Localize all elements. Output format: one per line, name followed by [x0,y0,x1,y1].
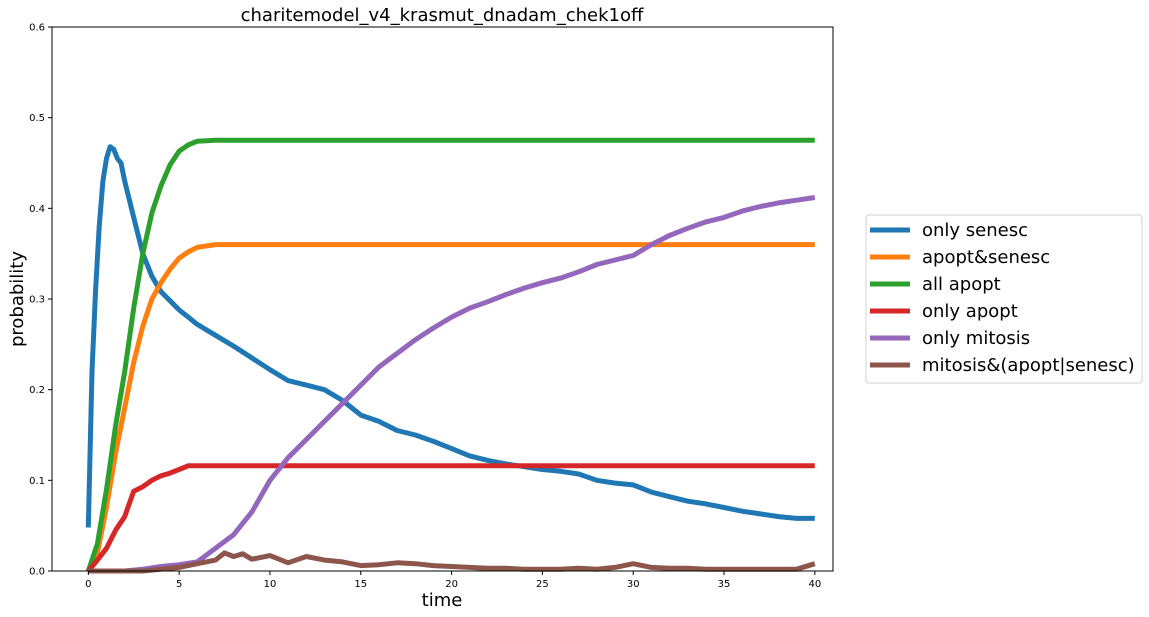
y-tick-label: 0.2 [29,385,45,396]
legend-label: only apopt [922,301,1018,322]
x-tick-label: 20 [445,579,458,590]
x-tick-label: 0 [85,579,91,590]
x-tick-label: 25 [536,579,549,590]
legend-items: only senesc apopt&senesc all apopt only apo… [870,220,1135,376]
x-tick-label: 15 [354,579,367,590]
legend-label: only mitosis [922,328,1030,349]
x-tick-label: 35 [718,579,731,590]
y-axis-ticks: 0.0 0.1 0.2 0.3 0.4 0.5 0.6 [29,23,52,578]
x-tick-label: 30 [627,579,640,590]
y-tick-label: 0.5 [29,113,45,124]
series-line-2 [86,242,815,573]
x-tick-label: 40 [808,579,821,590]
series-layer [85,137,816,574]
series-line-5 [88,195,816,574]
legend-label: all apopt [922,274,1001,295]
y-axis-label: probability [7,251,28,347]
x-tick-label: 5 [176,579,182,590]
legend-label: only senesc [922,220,1028,241]
legend-label: mitosis&(apopt|senesc) [922,355,1135,376]
x-axis-label: time [422,590,463,611]
y-tick-label: 0.4 [29,204,45,215]
legend: only senesc apopt&senesc all apopt only apo… [865,214,1143,384]
legend-label: apopt&senesc [922,247,1050,268]
y-tick-label: 0.6 [29,23,45,34]
chart-title: charitemodel_v4_krasmut_dnadam_chek1off [241,5,644,26]
y-tick-label: 0.1 [29,476,45,487]
series-line-4 [86,463,815,573]
y-tick-label: 0.3 [29,295,45,306]
series-line-6 [88,550,816,574]
series-line-3 [85,137,815,572]
legend-frame [865,214,1143,384]
y-tick-label: 0.0 [29,567,45,578]
x-tick-label: 10 [264,579,277,590]
x-axis-ticks: 0 5 10 15 20 25 30 35 40 [85,571,821,590]
